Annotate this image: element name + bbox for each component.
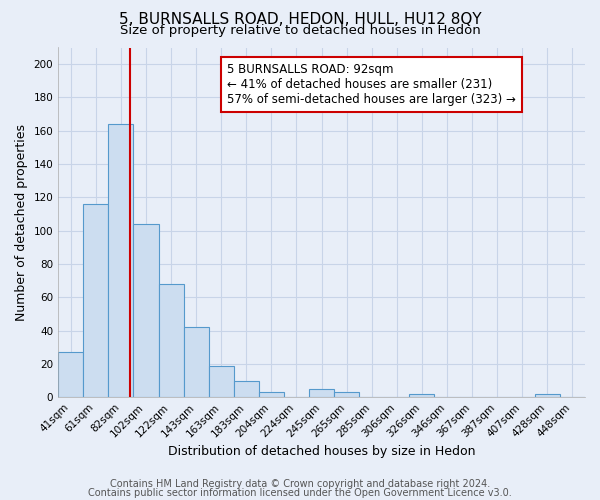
X-axis label: Distribution of detached houses by size in Hedon: Distribution of detached houses by size … [168, 444, 475, 458]
Bar [209, 366, 234, 397]
Bar [109, 124, 133, 397]
Bar [158, 284, 184, 397]
Text: Contains HM Land Registry data © Crown copyright and database right 2024.: Contains HM Land Registry data © Crown c… [110, 479, 490, 489]
Bar [58, 352, 83, 397]
Bar [83, 204, 109, 397]
Bar [309, 389, 334, 397]
Text: Size of property relative to detached houses in Hedon: Size of property relative to detached ho… [119, 24, 481, 37]
Text: Contains public sector information licensed under the Open Government Licence v3: Contains public sector information licen… [88, 488, 512, 498]
Bar [409, 394, 434, 397]
Bar [535, 394, 560, 397]
Y-axis label: Number of detached properties: Number of detached properties [15, 124, 28, 321]
Bar [259, 392, 284, 397]
Bar [133, 224, 158, 397]
Text: 5, BURNSALLS ROAD, HEDON, HULL, HU12 8QY: 5, BURNSALLS ROAD, HEDON, HULL, HU12 8QY [119, 12, 481, 28]
Bar [334, 392, 359, 397]
Text: 5 BURNSALLS ROAD: 92sqm
← 41% of detached houses are smaller (231)
57% of semi-d: 5 BURNSALLS ROAD: 92sqm ← 41% of detache… [227, 63, 515, 106]
Bar [184, 328, 209, 397]
Bar [234, 380, 259, 397]
